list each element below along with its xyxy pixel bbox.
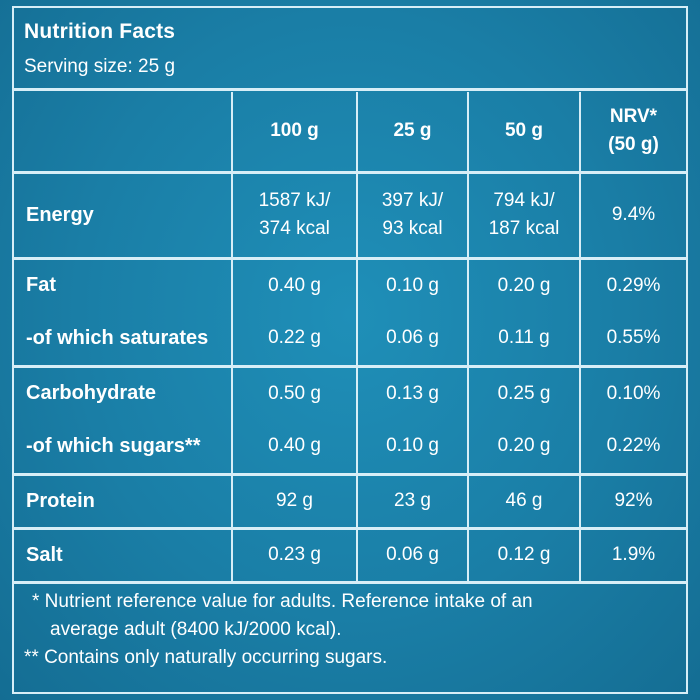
value-100g: 92 g <box>231 474 357 530</box>
value-nrv: 0.29% <box>579 258 686 312</box>
value-25g: 0.06 g <box>356 528 468 584</box>
column-header-25g: 25 g <box>356 92 468 174</box>
table-row: Energy 1587 kJ/ 374 kcal 397 kJ/ 93 kcal… <box>14 172 686 260</box>
value-25g: 0.10 g <box>356 258 468 312</box>
panel-border <box>12 6 688 694</box>
nutrient-name: -of which saturates <box>14 312 232 368</box>
value-nrv: 9.4% <box>579 172 686 260</box>
nutrition-table: 100 g 25 g 50 g NRV* (50 g) Energy 1587 … <box>14 92 686 584</box>
value-kcal: 374 kcal <box>259 218 330 239</box>
nutrient-name: -of which sugars** <box>14 420 232 476</box>
value-nrv: 0.22% <box>579 420 686 476</box>
nutrient-name: Fat <box>26 274 56 297</box>
value-kj: 397 kJ/ <box>381 190 444 211</box>
table-row: Carbohydrate 0.50 g 0.13 g 0.25 g 0.10% <box>14 366 686 420</box>
value-50g: 46 g <box>467 474 580 530</box>
value-100g: 0.40 g <box>231 258 357 312</box>
nutrient-name: Carbohydrate <box>26 382 157 405</box>
nutrient-name: Salt <box>14 528 232 584</box>
table-row: -of which sugars** 0.40 g 0.10 g 0.20 g … <box>14 420 686 476</box>
column-header-nrv: NRV* (50 g) <box>579 92 686 174</box>
footnotes: * Nutrient reference value for adults. R… <box>14 588 686 672</box>
value-50g: 0.11 g <box>467 312 580 368</box>
column-header-50g: 50 g <box>467 92 580 174</box>
serving-size: Serving size: 25 g <box>24 56 176 77</box>
column-header-100g: 100 g <box>231 92 357 174</box>
value-nrv: 0.10% <box>579 366 686 420</box>
value-25g: 0.13 g <box>356 366 468 420</box>
table-row: -of which saturates 0.22 g 0.06 g 0.11 g… <box>14 312 686 368</box>
value-25g: 397 kJ/ 93 kcal <box>356 172 468 260</box>
value-kj: 794 kJ/ <box>493 190 555 211</box>
value-50g: 794 kJ/ 187 kcal <box>467 172 580 260</box>
nutrient-name: Energy <box>14 172 232 260</box>
value-25g: 0.06 g <box>356 312 468 368</box>
footnote-nrv: * Nutrient reference value for adults. R… <box>32 591 533 612</box>
header-divider <box>14 88 686 91</box>
table-header-row: 100 g 25 g 50 g NRV* (50 g) <box>14 92 686 174</box>
value-kj: 1587 kJ/ <box>258 190 331 211</box>
value-nrv: 1.9% <box>579 528 686 584</box>
value-50g: 0.20 g <box>467 420 580 476</box>
value-25g: 23 g <box>356 474 468 530</box>
panel-header: Nutrition Facts Serving size: 25 g <box>14 8 686 88</box>
value-100g: 1587 kJ/ 374 kcal <box>231 172 357 260</box>
nrv-header-line1: NRV* <box>609 106 658 128</box>
value-kcal: 93 kcal <box>382 218 443 239</box>
value-50g: 0.20 g <box>467 258 580 312</box>
panel-title: Nutrition Facts <box>24 20 176 43</box>
footnote-nrv-continued: average adult (8400 kJ/2000 kcal). <box>50 619 342 640</box>
table-row: Protein 92 g 23 g 46 g 92% <box>14 474 686 530</box>
footnote-sugars: ** Contains only naturally occurring sug… <box>24 647 388 668</box>
value-nrv: 0.55% <box>579 312 686 368</box>
value-100g: 0.22 g <box>231 312 357 368</box>
table-row: Fat 0.40 g 0.10 g 0.20 g 0.29% <box>14 258 686 312</box>
value-50g: 0.25 g <box>467 366 580 420</box>
value-nrv: 92% <box>579 474 686 530</box>
nrv-header-line2: (50 g) <box>608 134 659 156</box>
table-header-empty <box>14 92 232 174</box>
value-100g: 0.23 g <box>231 528 357 584</box>
value-25g: 0.10 g <box>356 420 468 476</box>
value-50g: 0.12 g <box>467 528 580 584</box>
value-kcal: 187 kcal <box>488 218 560 239</box>
value-100g: 0.50 g <box>231 366 357 420</box>
nutrient-name: Protein <box>14 474 232 530</box>
value-100g: 0.40 g <box>231 420 357 476</box>
table-row: Salt 0.23 g 0.06 g 0.12 g 1.9% <box>14 528 686 584</box>
